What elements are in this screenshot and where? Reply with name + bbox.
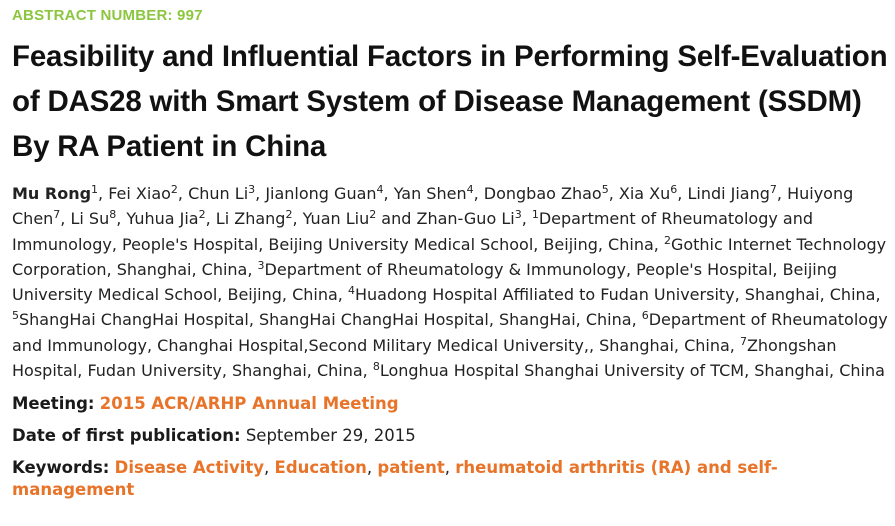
- author-name: Mu Rong: [12, 184, 92, 203]
- keywords-line: Keywords: Disease Activity, Education, p…: [12, 458, 778, 500]
- affiliation-number: 8: [372, 360, 380, 374]
- publication-label: Date of first publication:: [12, 426, 241, 446]
- publication-line: Date of first publication: September 29,…: [12, 425, 890, 447]
- affiliation-text: Gothic Internet Technology Corporation, …: [12, 234, 887, 279]
- author-name: Zhan-Guo Li: [416, 209, 515, 229]
- affiliation-text: Zhongshan Hospital, Fudan University, Sh…: [12, 335, 837, 381]
- meeting-label: Meeting:: [12, 394, 95, 414]
- author-affiliation-number: 1: [91, 183, 99, 196]
- author-affiliation-number: 2: [198, 208, 206, 222]
- publication-date: September 29, 2015: [245, 426, 416, 446]
- author-name: Chun Li: [188, 184, 249, 203]
- meeting-link[interactable]: 2015 ACR/ARHP Annual Meeting: [99, 394, 399, 414]
- author-name: Lindi Jiang: [687, 184, 770, 203]
- affiliation-text: Department of Rheumatology and Immunolog…: [12, 209, 814, 254]
- affiliation-text: ShangHai ChangHai Hospital, ShangHai Cha…: [19, 310, 632, 330]
- author-affiliation-number: 8: [109, 208, 117, 222]
- affiliation-text: Department of Rheumatology and Immunolog…: [12, 310, 888, 355]
- author-affiliation-number: 3: [514, 208, 522, 222]
- abstract-page: ABSTRACT NUMBER: 997 Feasibility and Inf…: [12, 6, 890, 501]
- author-name: Yan Shen: [393, 184, 467, 203]
- affiliation-text: Department of Rheumatology & Immunology,…: [12, 259, 838, 305]
- affiliation-number: 3: [257, 258, 265, 272]
- author-affiliation-number: 7: [53, 208, 61, 222]
- author-affiliation-number: 7: [769, 183, 777, 196]
- author-affiliation-number: 4: [376, 183, 384, 196]
- meeting-line: Meeting: 2015 ACR/ARHP Annual Meeting: [12, 393, 890, 415]
- abstract-title: Feasibility and Influential Factors in P…: [12, 40, 888, 163]
- author-name: Huiyong Chen: [12, 184, 854, 229]
- affiliation-text: Huadong Hospital Affiliated to Fudan Uni…: [354, 285, 876, 305]
- author-name: Yuan Liu: [302, 209, 370, 229]
- affiliation-number: 4: [347, 284, 355, 298]
- keyword-link[interactable]: patient: [377, 458, 445, 478]
- abstract-number: ABSTRACT NUMBER: 997: [12, 7, 203, 24]
- author-name: Yuhua Jia: [126, 209, 199, 229]
- affiliation-number: 7: [739, 334, 747, 348]
- keyword-link[interactable]: Disease Activity: [114, 458, 265, 478]
- affiliation-number: 2: [663, 233, 671, 247]
- affiliation-number: 1: [531, 208, 539, 222]
- author-name: Li Zhang: [215, 209, 286, 229]
- affiliation-text: Longhua Hospital Shanghai University of …: [379, 361, 885, 381]
- author-affiliation-number: 6: [670, 183, 678, 196]
- affiliation-number: 5: [12, 309, 19, 323]
- author-affiliation-number: 2: [285, 208, 293, 222]
- author-name: Li Su: [70, 209, 110, 229]
- author-name: Dongbao Zhao: [483, 184, 602, 203]
- author-affiliation-number: 5: [601, 183, 609, 196]
- keyword-link[interactable]: Education: [274, 458, 367, 478]
- author-name: Xia Xu: [618, 184, 671, 203]
- author-affiliation-number: 3: [248, 183, 256, 196]
- author-name: Jianlong Guan: [265, 184, 377, 203]
- keyword-link[interactable]: rheumatoid arthritis (RA) and self-manag…: [12, 458, 778, 500]
- author-affiliation-number: 4: [466, 183, 474, 196]
- author-affiliation-number: 2: [170, 183, 178, 196]
- author-affiliation-number: 2: [369, 208, 377, 222]
- author-name: Fei Xiao: [108, 184, 171, 203]
- authors-affiliations: Mu Rong1, Fei Xiao2, Chun Li3, Jianlong …: [12, 183, 888, 381]
- affiliation-number: 6: [641, 309, 649, 323]
- keywords-label: Keywords:: [12, 458, 110, 478]
